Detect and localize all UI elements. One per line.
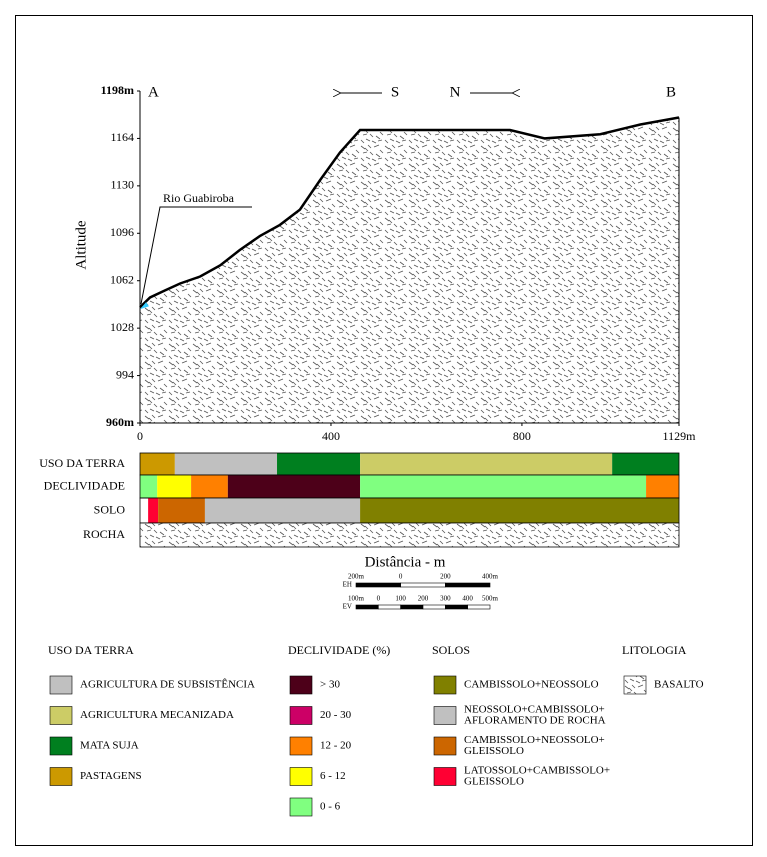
legend-label: 6 - 12: [320, 770, 346, 782]
legend-title: SOLOS: [432, 643, 470, 657]
band-segment: [158, 498, 205, 523]
scale-segment: [423, 605, 445, 609]
legend-swatch: [290, 676, 312, 694]
legend-label: > 30: [320, 679, 340, 691]
band-segment: [140, 523, 679, 547]
legend-label: MATA SUJA: [80, 740, 139, 752]
band-segment: [360, 475, 646, 498]
band-segment: [148, 498, 158, 523]
scale-segment: [378, 605, 400, 609]
scale-tick-label: 500m: [482, 595, 499, 603]
scale-tick-label: 200m: [348, 573, 365, 581]
scale-label: EH: [343, 581, 352, 589]
band-label: ROCHA: [83, 527, 125, 541]
scale-tick-label: 400m: [482, 573, 499, 581]
legend-swatch: [290, 737, 312, 755]
scale-tick-label: 100m: [348, 595, 365, 603]
legend-label: 12 - 20: [320, 740, 352, 752]
band-segment: [157, 475, 191, 498]
legend-swatch: [434, 737, 456, 755]
legend-label: CAMBISSOLO+NEOSSOLO: [464, 679, 599, 691]
legend-swatch: [50, 707, 72, 725]
band-label: USO DA TERRA: [39, 456, 125, 470]
legend-swatch: [50, 676, 72, 694]
scale-segment: [445, 583, 490, 587]
y-tick-label: 1028: [110, 320, 134, 334]
scale-tick-label: 0: [377, 595, 381, 603]
scale-tick-label: 300: [440, 595, 451, 603]
x-axis-label: Distância - m: [365, 554, 446, 570]
legend-label: 0 - 6: [320, 801, 341, 813]
point-label: A: [148, 84, 159, 100]
x-tick-label: 800: [513, 429, 531, 443]
profile-bands: USO DA TERRA DECLIVIDADE SOLO ROCHA: [39, 453, 679, 547]
legend-swatch: [290, 707, 312, 725]
legend-swatch: [290, 768, 312, 786]
legend-title: USO DA TERRA: [48, 643, 134, 657]
band-label: SOLO: [94, 502, 126, 516]
legend-swatch: [624, 676, 646, 694]
y-tick-label: 960m: [106, 415, 134, 429]
figure: 960m 994 1028 1062 1096 1130 1164 1198m 0 400 800 1…: [0, 0, 767, 857]
band-segment: [360, 498, 679, 523]
scale-tick-label: 100: [395, 595, 406, 603]
legend-label: 20 - 30: [320, 709, 352, 721]
legend-swatch: [290, 798, 312, 816]
x-tick-label: 0: [137, 429, 143, 443]
y-tick-label: 1198m: [101, 83, 134, 97]
scale-label: EV: [343, 603, 352, 611]
legend-swatch: [50, 768, 72, 786]
profile-plot: 960m 994 1028 1062 1096 1130 1164 1198m 0 400 800 1…: [101, 83, 696, 443]
legend-swatch: [434, 707, 456, 725]
y-tick-label: 1096: [110, 225, 134, 239]
legend: USO DA TERRA AGRICULTURA DE SUBSISTÊNCIA A…: [48, 643, 704, 816]
band-segment: [191, 475, 228, 498]
x-tick-label: 1129m: [663, 429, 697, 443]
y-tick-label: 1130: [110, 178, 134, 192]
legend-swatch: [434, 676, 456, 694]
y-tick-label: 994: [116, 367, 134, 381]
scale-tick-label: 0: [399, 573, 403, 581]
legend-label: AFLORAMENTO DE ROCHA: [464, 715, 606, 727]
y-axis-label: Altitude: [73, 220, 89, 270]
band-segment: [228, 475, 360, 498]
legend-swatch: [50, 737, 72, 755]
band-segment: [646, 475, 679, 498]
scale-segment: [468, 605, 490, 609]
band-segment: [140, 475, 157, 498]
scale-segment: [356, 583, 401, 587]
scale-tick-label: 400: [462, 595, 473, 603]
scale-segment: [401, 583, 446, 587]
x-tick-label: 400: [322, 429, 340, 443]
scale-segment: [356, 605, 378, 609]
scale-segment: [401, 605, 423, 609]
scale-segment: [445, 605, 467, 609]
point-label: B: [666, 84, 676, 100]
direction-label: S: [391, 84, 399, 100]
band-segment: [175, 453, 277, 475]
legend-label: PASTAGENS: [80, 770, 142, 782]
legend-label: AGRICULTURA MECANIZADA: [80, 709, 234, 721]
band-segment: [360, 453, 612, 475]
band-segment: [205, 498, 360, 523]
legend-label: GLEISSOLO: [464, 776, 524, 788]
scale-tick-label: 200: [440, 573, 451, 581]
profile-area: [140, 118, 679, 423]
legend-label: BASALTO: [654, 679, 704, 691]
legend-label: GLEISSOLO: [464, 745, 524, 757]
direction-label: N: [450, 84, 461, 100]
y-tick-label: 1062: [110, 272, 134, 286]
band-segment: [612, 453, 679, 475]
legend-title: DECLIVIDADE (%): [288, 643, 390, 657]
river-label: Rio Guabiroba: [163, 191, 235, 205]
band-segment: [140, 453, 175, 475]
legend-title: LITOLOGIA: [622, 643, 687, 657]
legend-label: AGRICULTURA DE SUBSISTÊNCIA: [80, 679, 255, 691]
scale-tick-label: 200: [418, 595, 429, 603]
band-label: DECLIVIDADE: [44, 478, 125, 492]
legend-swatch: [434, 768, 456, 786]
y-tick-label: 1164: [110, 130, 134, 144]
band-segment: [277, 453, 360, 475]
